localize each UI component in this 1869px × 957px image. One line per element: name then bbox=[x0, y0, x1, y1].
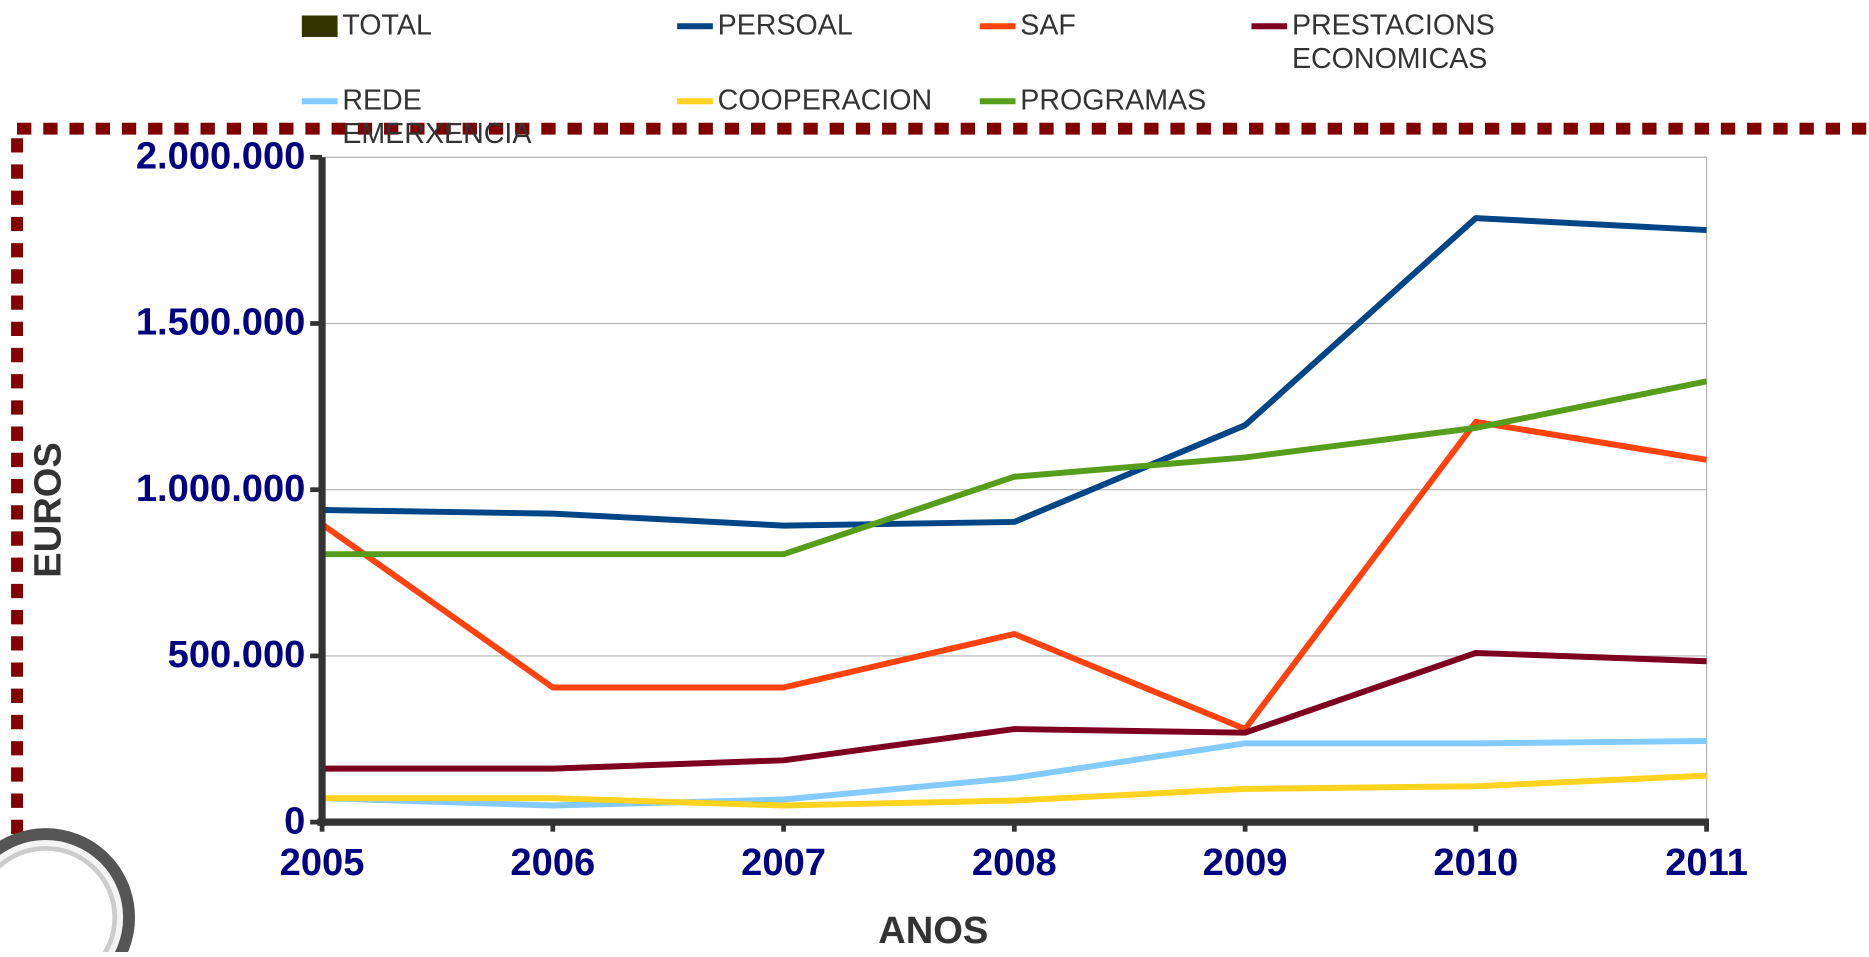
legend-item: SAF bbox=[980, 10, 1277, 86]
y-tick-label: 0 bbox=[284, 799, 305, 842]
legend-label-box: REDE EMERXENCIA bbox=[342, 85, 598, 161]
legend-label-box: TOTAL bbox=[342, 10, 598, 86]
chart: ANOS EUROS 0 500.000 1.000.000 1.500.000 2.0… bbox=[0, 0, 1869, 952]
x-tick-label: 2006 bbox=[510, 841, 595, 884]
legend-label: PRESTACIONS ECONOMICAS bbox=[1292, 10, 1548, 77]
legend-item: TOTAL bbox=[302, 10, 599, 86]
legend-label: PROGRAMAS bbox=[1020, 85, 1276, 118]
legend-label-box: PROGRAMAS bbox=[1020, 85, 1276, 161]
y-tick-label: 1.500.000 bbox=[136, 301, 306, 344]
legend-item: REDE EMERXENCIA bbox=[302, 85, 599, 161]
x-tick-label: 2010 bbox=[1433, 841, 1518, 884]
legend-item: PERSOAL bbox=[677, 10, 974, 86]
y-tick-label: 1.000.000 bbox=[136, 467, 306, 510]
legend-label: PERSOAL bbox=[718, 10, 974, 43]
x-axis-title: ANOS bbox=[878, 909, 988, 952]
legend-label-box: COOPERACION bbox=[718, 85, 974, 161]
legend-label-box: SAF bbox=[1020, 10, 1276, 86]
x-tick-label: 2008 bbox=[972, 841, 1057, 884]
magnifier-icon bbox=[0, 834, 129, 952]
y-tick-label: 2.000.000 bbox=[136, 135, 306, 178]
legend-label: SAF bbox=[1020, 10, 1276, 43]
y-axis-title: EUROS bbox=[26, 442, 69, 578]
x-tick-label: 2005 bbox=[280, 841, 365, 884]
legend-label: COOPERACION bbox=[718, 85, 974, 118]
x-tick-label: 2011 bbox=[1665, 841, 1748, 884]
legend-item: PROGRAMAS bbox=[980, 85, 1277, 161]
legend-key bbox=[302, 15, 338, 36]
x-tick-label: 2007 bbox=[741, 841, 826, 884]
legend-label: REDE EMERXENCIA bbox=[342, 85, 598, 152]
legend-label: TOTAL bbox=[342, 10, 598, 43]
y-tick-label: 500.000 bbox=[168, 633, 306, 676]
legend-label-box: PERSOAL bbox=[718, 10, 974, 86]
legend-item: PRESTACIONS ECONOMICAS bbox=[1251, 10, 1548, 86]
legend-label-box: PRESTACIONS ECONOMICAS bbox=[1292, 10, 1548, 86]
x-tick-label: 2009 bbox=[1203, 841, 1288, 884]
legend-item: COOPERACION bbox=[677, 85, 974, 161]
